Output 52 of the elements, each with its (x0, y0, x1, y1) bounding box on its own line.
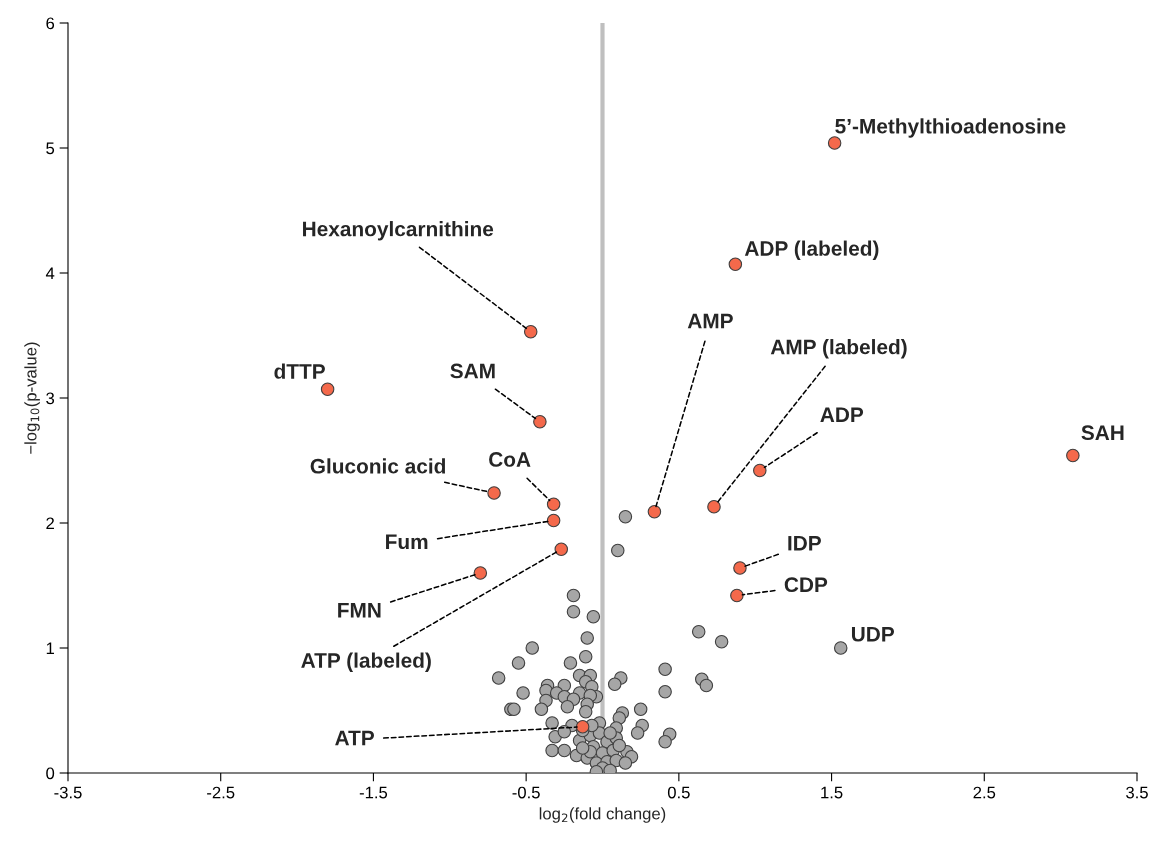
annotation: Hexanoylcarnithine (303, 221, 494, 241)
y-tick-label: 1 (46, 642, 54, 655)
point (546, 513, 561, 528)
x-tick-label: -1.5 (359, 786, 388, 799)
point (730, 588, 744, 603)
point (320, 382, 335, 397)
y-tick-label: 6 (46, 17, 55, 30)
point (533, 414, 547, 429)
annotation: Fum (386, 534, 428, 550)
annotation: AMP (labeled) (770, 339, 907, 359)
point (546, 497, 561, 512)
x-tick-label: 1.5 (821, 786, 843, 799)
x-tick-label: 0.5 (667, 786, 690, 799)
point (575, 719, 590, 734)
annotation: CDP (784, 577, 828, 593)
annotation: AMP (687, 313, 733, 329)
annotation: ADP (labeled) (744, 240, 879, 260)
x-tick-label: -3.5 (54, 786, 82, 799)
x-tick-label: 2.5 (973, 786, 996, 799)
annotation: Gluconic acid (310, 458, 446, 474)
annotation: CoA (489, 452, 531, 467)
annotation: UDP (851, 627, 895, 642)
x-tick-label: -0.5 (512, 786, 540, 799)
y-tick-label: 3 (46, 392, 55, 405)
point (827, 136, 842, 150)
annotation: IDP (788, 536, 821, 551)
point (487, 486, 501, 500)
annotation: ADP (820, 407, 864, 422)
y-tick-label: 2 (46, 517, 54, 530)
point (554, 542, 569, 557)
x-axis-title: log$_{2}$(fold change) (539, 807, 666, 823)
x-tick-label: -2.5 (207, 786, 235, 799)
point (753, 463, 767, 478)
y-tick-label: 0 (46, 767, 55, 780)
annotation: dTTP (274, 363, 325, 379)
point (1066, 448, 1080, 463)
y-tick-label: 4 (45, 267, 55, 280)
y-axis-title: −log$_{10}$(p-value) (24, 342, 40, 454)
annotation: FMN (338, 603, 381, 618)
point (473, 566, 488, 580)
annotation: 5’-Methylthioadenosine (835, 118, 1066, 138)
x-tick-label: 3.5 (1126, 786, 1148, 799)
point (647, 504, 662, 519)
point (733, 561, 747, 575)
y-tick-label: 5 (46, 142, 55, 155)
point (523, 324, 538, 339)
annotation: SAM (450, 363, 495, 379)
annotation: ATP (labeled) (301, 652, 431, 672)
point (707, 499, 721, 514)
annotation: ATP (335, 730, 374, 746)
point (728, 257, 743, 272)
annotation: SAH (1081, 425, 1124, 441)
